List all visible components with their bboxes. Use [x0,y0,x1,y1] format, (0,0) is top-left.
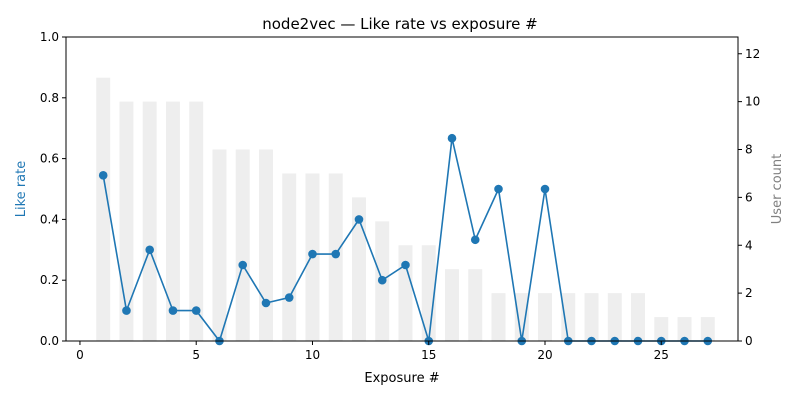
y2-tick-label: 12 [745,47,760,61]
x-tick-label: 5 [192,348,200,362]
bar [514,293,529,341]
bar [468,269,483,341]
bar [119,101,134,342]
bar [445,269,459,341]
plot-frame [65,36,739,342]
data-point [98,171,108,180]
data-point [331,249,341,259]
y2-tick-label: 0 [745,334,753,348]
bar [607,293,622,341]
y-tick-label: 0.0 [40,334,59,348]
axes-layer: 0 5 10 15 20 25 0.0 0.2 0.4 0.6 0.8 1.0 0 2 4 6 8 10 12 [40,30,760,362]
bar [282,173,297,341]
bar [212,149,227,341]
chart-title: node2vec — Like rate vs exposure # [262,15,538,33]
data-point [354,215,364,224]
y2-tick-label: 8 [745,143,753,157]
bar [584,293,599,341]
bar [677,317,692,341]
x-tick-label: 20 [537,348,552,362]
data-point [494,184,503,194]
data-point [401,260,410,270]
x-tick-label: 0 [76,348,84,362]
bars-layer [96,77,715,342]
bar [491,293,506,341]
x-tick-label: 25 [654,348,669,362]
data-point [540,184,550,194]
y2-tick-label: 4 [745,238,753,252]
data-point [168,306,178,315]
data-point [122,306,131,315]
y-tick-label: 0.6 [40,152,59,166]
y2-tick-label: 2 [745,286,753,300]
bar [165,101,180,342]
bar [189,101,204,342]
bar [398,245,413,341]
bar [700,317,715,341]
bar [235,149,250,341]
data-point [377,275,387,285]
data-point [447,133,457,143]
x-tick-label: 15 [421,348,436,362]
data-point [191,306,201,315]
data-point [145,245,155,255]
y-axis-label: Like rate [14,161,29,217]
bar [631,293,645,341]
y2-axis-label: User count [770,154,785,224]
bar [654,317,669,341]
bar [96,77,111,341]
x-tick-label: 10 [305,348,320,362]
y-tick-label: 1.0 [40,30,59,44]
bar [142,101,157,342]
data-point [284,293,294,302]
x-axis-label: Exposure # [364,371,439,386]
data-point [308,249,317,259]
bar [538,293,552,341]
y2-tick-label: 6 [745,190,753,204]
data-point [261,298,271,308]
data-point [470,235,480,245]
y-tick-label: 0.8 [40,91,59,105]
data-point [238,260,248,270]
y-tick-label: 0.2 [40,273,59,287]
y2-tick-label: 10 [745,95,760,109]
bar [561,293,576,341]
bar [352,197,366,341]
bar [258,149,273,341]
y-tick-label: 0.4 [40,212,59,226]
